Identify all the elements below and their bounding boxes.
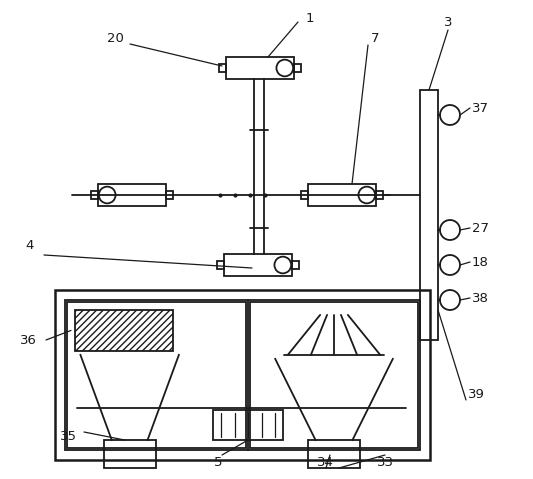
Bar xyxy=(294,64,301,72)
Bar xyxy=(75,310,173,351)
Text: 7: 7 xyxy=(371,32,379,45)
Text: 27: 27 xyxy=(472,221,489,235)
Text: 4: 4 xyxy=(26,239,34,251)
Bar xyxy=(376,191,383,199)
Bar xyxy=(65,300,420,450)
Bar xyxy=(224,254,292,276)
Text: 36: 36 xyxy=(20,333,36,346)
Text: 20: 20 xyxy=(107,32,124,45)
Bar xyxy=(308,440,360,468)
Bar xyxy=(292,261,299,269)
Bar xyxy=(67,302,246,448)
Bar xyxy=(104,440,156,468)
Bar xyxy=(213,410,283,440)
Text: 37: 37 xyxy=(472,102,489,114)
Text: 5: 5 xyxy=(214,456,222,468)
Bar xyxy=(55,290,430,460)
Bar xyxy=(301,191,308,199)
Text: 34: 34 xyxy=(317,456,334,468)
Text: 38: 38 xyxy=(472,292,489,305)
Text: 39: 39 xyxy=(468,388,485,401)
Bar xyxy=(91,191,98,199)
Bar xyxy=(219,64,226,72)
Bar xyxy=(98,184,166,206)
Text: 3: 3 xyxy=(444,15,452,28)
Text: 18: 18 xyxy=(472,255,489,269)
Text: 1: 1 xyxy=(306,11,314,24)
Bar xyxy=(217,261,224,269)
Bar xyxy=(226,57,294,79)
Bar xyxy=(250,302,418,448)
Bar xyxy=(308,184,376,206)
Bar xyxy=(166,191,173,199)
Text: 35: 35 xyxy=(60,430,77,443)
Bar xyxy=(420,90,438,340)
Text: 33: 33 xyxy=(376,456,393,468)
